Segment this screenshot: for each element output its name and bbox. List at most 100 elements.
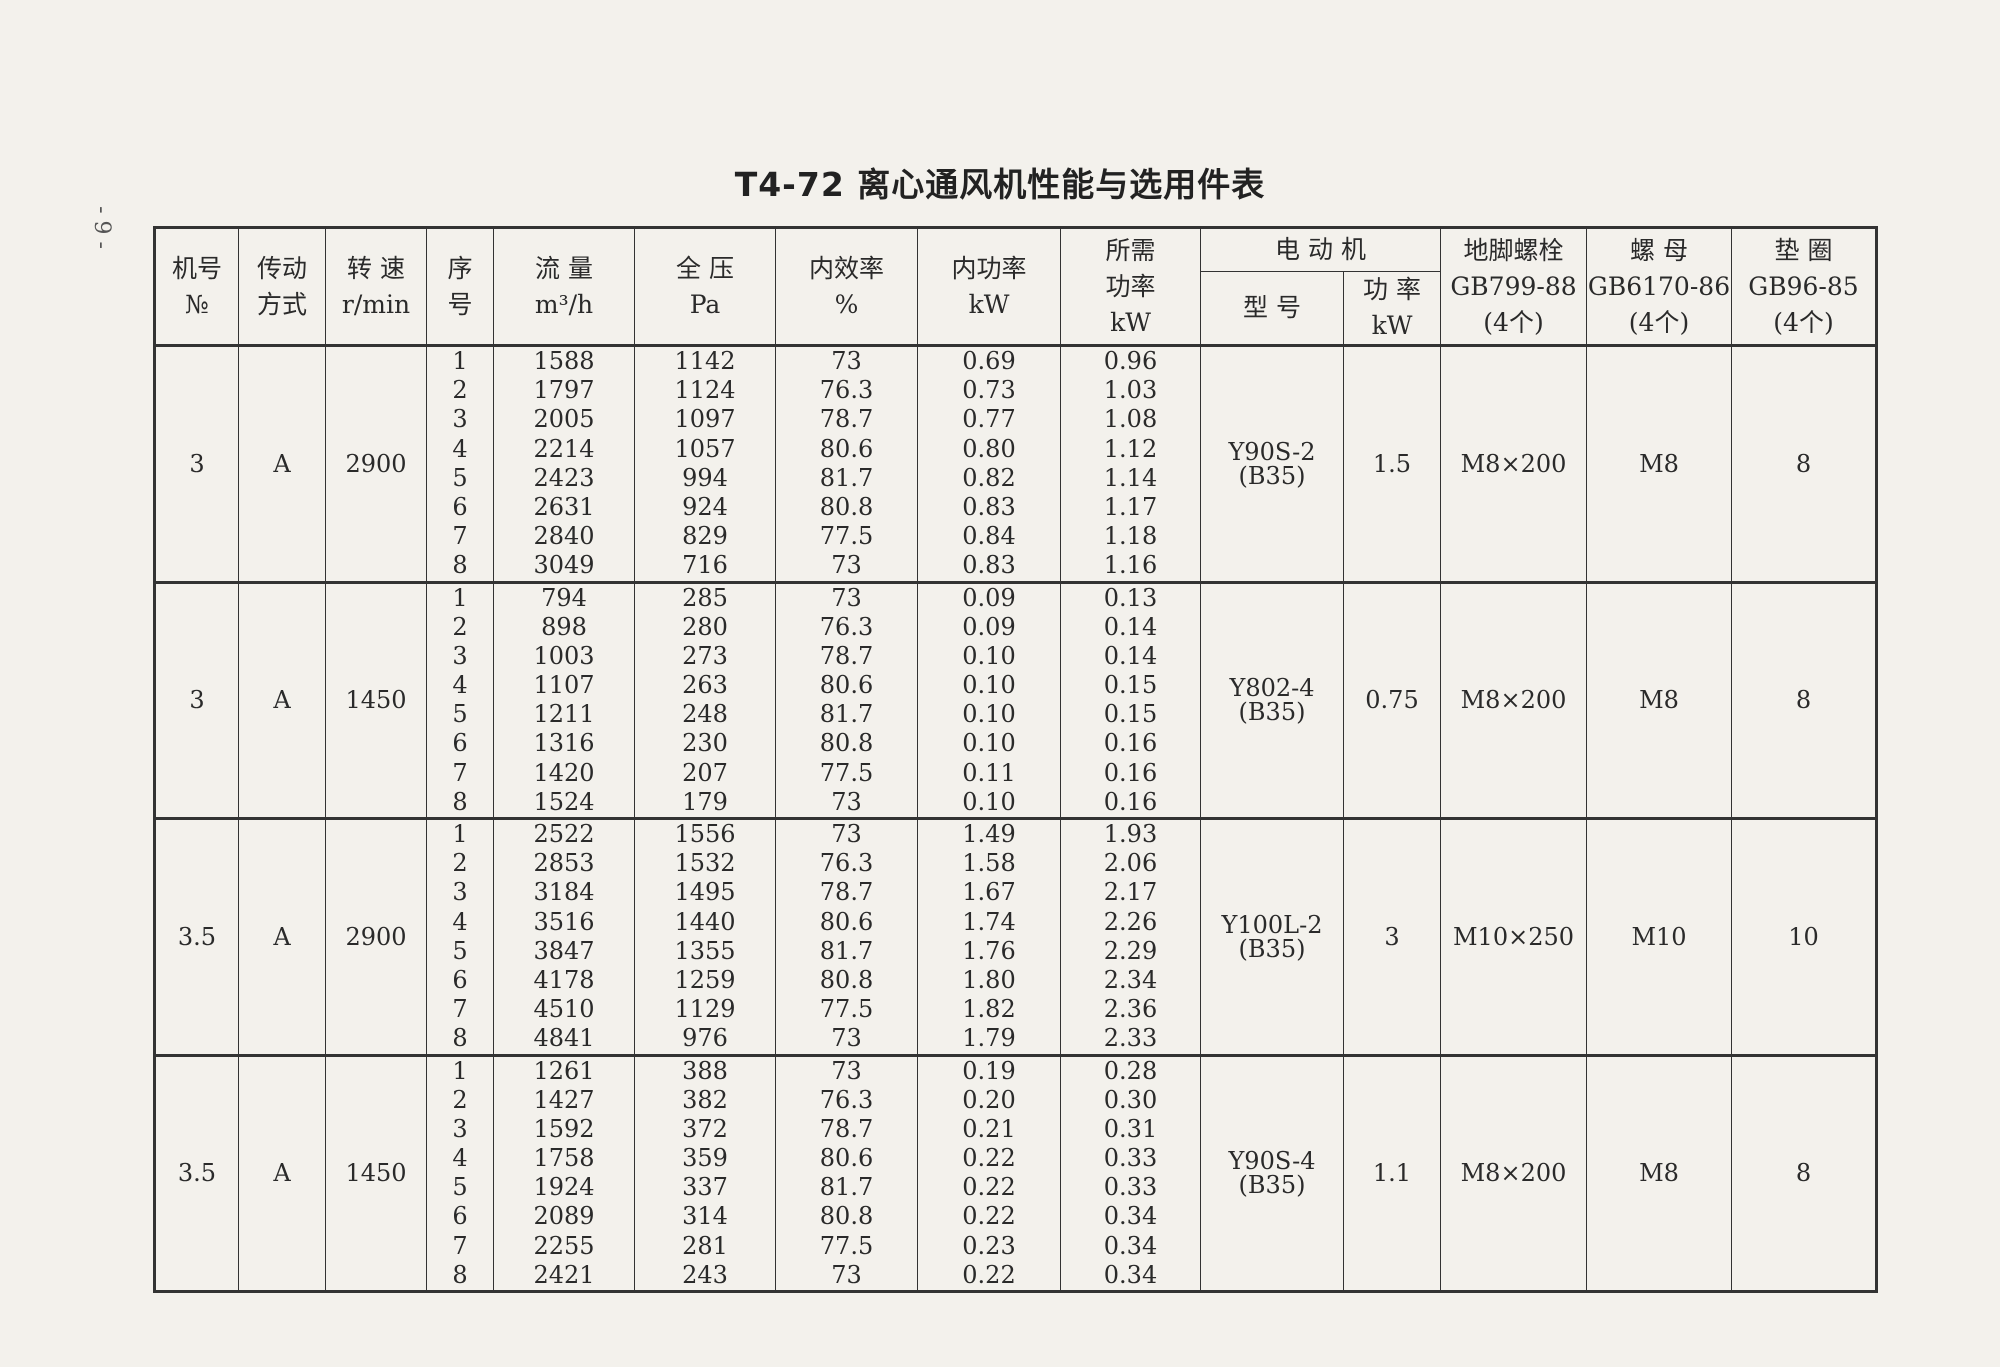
cell-pressure: 1124 [674,376,736,405]
column-pressure: 1142 1124 1097 1057 994 924 829 716 [634,345,776,583]
cell-speed: 1450 [325,1054,427,1292]
cell-required-power: 0.16 [1103,787,1158,816]
cell-efficiency: 81.7 [819,1173,874,1202]
cell-power: 1.58 [962,849,1016,878]
cell-required-power: 0.34 [1103,1260,1158,1289]
cell-seq: 7 [452,758,468,787]
cell-flow: 3049 [533,551,595,580]
cell-pressure: 263 [682,671,728,700]
cell-required-power: 0.15 [1103,671,1158,700]
cell-required-power: 0.34 [1103,1231,1158,1260]
cell-flow: 1924 [533,1173,595,1202]
cell-flow: 2089 [533,1202,595,1231]
cell-flow: 1420 [533,758,595,787]
header-bolt: 地脚螺栓 GB799-88 (4个) [1440,227,1587,346]
cell-pressure: 1057 [674,434,736,463]
cell-required-power: 0.13 [1103,583,1158,612]
column-flow: 1588 1797 2005 2214 2423 2631 2840 3049 [493,345,635,583]
header-speed: 转 速 r/min [325,227,427,346]
cell-pressure: 314 [682,1202,728,1231]
cell-power: 1.80 [962,965,1016,994]
cell-power: 0.22 [962,1173,1016,1202]
cell-seq: 7 [452,1231,468,1260]
cell-efficiency: 76.3 [819,376,874,405]
cell-power: 0.09 [962,612,1016,641]
cell-power: 0.20 [962,1085,1016,1114]
cell-seq: 3 [452,1114,468,1143]
cell-required-power: 1.08 [1103,405,1158,434]
cell-seq: 3 [452,405,468,434]
cell-power: 0.11 [962,758,1016,787]
cell-nut: M10 [1586,818,1732,1056]
column-pressure: 388 382 372 359 337 314 281 243 [634,1054,776,1292]
cell-required-power: 2.26 [1103,907,1158,936]
cell-pressure: 388 [682,1056,728,1085]
cell-required-power: 1.17 [1103,492,1158,521]
cell-required-power: 0.16 [1103,758,1158,787]
cell-power: 0.73 [962,376,1016,405]
cell-seq: 4 [452,907,468,936]
page-number: - 9 - [88,206,114,249]
cell-pressure: 924 [682,492,728,521]
cell-flow: 4841 [533,1024,595,1053]
motor-model: Y90S-2 [1228,437,1316,466]
cell-efficiency: 80.6 [819,434,874,463]
cell-motor-kw: 0.75 [1343,581,1441,819]
cell-efficiency: 80.8 [819,1202,874,1231]
cell-efficiency: 77.5 [819,1231,874,1260]
cell-pressure: 372 [682,1114,728,1143]
header-flow: 流 量 m³/h [493,227,635,346]
cell-flow: 1261 [533,1056,595,1085]
cell-pressure: 207 [682,758,728,787]
table-row-group: 3 A 1450 1 2 3 4 5 6 7 8 794 898 1003 1107 1211 1316 1420… [154,581,1877,819]
cell-bolt: M8×200 [1440,581,1587,819]
cell-efficiency: 76.3 [819,849,874,878]
cell-seq: 1 [452,1056,468,1085]
cell-seq: 3 [452,878,468,907]
cell-seq: 1 [452,820,468,848]
cell-drive: A [238,818,326,1056]
cell-required-power: 1.16 [1103,551,1158,580]
cell-seq: 1 [452,583,468,612]
cell-required-power: 2.06 [1103,849,1158,878]
cell-washer: 8 [1731,1054,1877,1292]
cell-washer: 10 [1731,818,1877,1056]
cell-required-power: 0.30 [1103,1085,1158,1114]
cell-flow: 4178 [533,965,595,994]
cell-pressure: 280 [682,612,728,641]
cell-power: 0.10 [962,729,1016,758]
cell-pressure: 230 [682,729,728,758]
cell-efficiency: 80.6 [819,907,874,936]
cell-seq: 6 [452,729,468,758]
cell-pressure: 1129 [674,995,736,1024]
cell-power: 0.10 [962,671,1016,700]
cell-flow: 2421 [533,1260,595,1289]
cell-efficiency: 73 [831,1056,862,1085]
cell-nut: M8 [1586,1054,1732,1292]
cell-required-power: 2.36 [1103,995,1158,1024]
cell-flow: 898 [541,612,587,641]
page-title: T4-72 离心通风机性能与选用件表 [734,165,1266,204]
cell-efficiency: 73 [831,583,862,612]
column-power: 0.19 0.20 0.21 0.22 0.22 0.22 0.23 0.22 [917,1054,1061,1292]
cell-power: 0.10 [962,641,1016,670]
cell-efficiency: 78.7 [819,405,874,434]
cell-pressure: 273 [682,641,728,670]
cell-flow: 1592 [533,1114,595,1143]
cell-power: 0.83 [962,551,1016,580]
cell-fan-no: 3 [154,345,239,583]
cell-seq: 7 [452,522,468,551]
column-pressure: 285 280 273 263 248 230 207 179 [634,581,776,819]
cell-efficiency: 76.3 [819,612,874,641]
cell-flow: 1316 [533,729,595,758]
cell-flow: 1211 [533,700,595,729]
cell-pressure: 1355 [674,936,736,965]
cell-power: 0.21 [962,1114,1016,1143]
header-washer: 垫 圈 GB96-85 (4个) [1731,227,1877,346]
cell-pressure: 359 [682,1144,728,1173]
cell-power: 1.79 [962,1024,1016,1053]
column-flow: 794 898 1003 1107 1211 1316 1420 1524 [493,581,635,819]
cell-seq: 8 [452,787,468,816]
cell-required-power: 2.17 [1103,878,1158,907]
